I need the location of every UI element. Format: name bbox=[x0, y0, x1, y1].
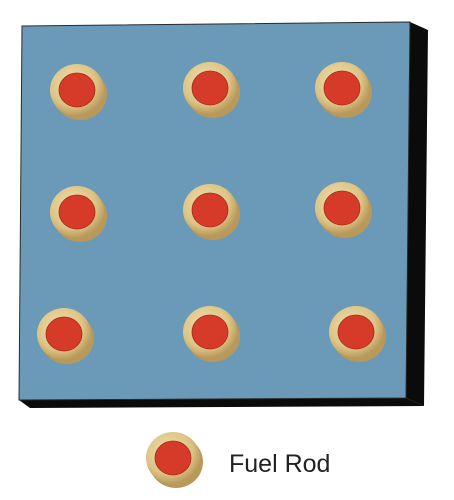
legend-fuel-rod-icon bbox=[146, 432, 203, 488]
fuel-pellet bbox=[191, 70, 229, 106]
fuel-rod bbox=[315, 182, 372, 238]
fuel-rod bbox=[50, 186, 107, 242]
fuel-pellet bbox=[154, 440, 192, 476]
fuel-rod bbox=[315, 62, 372, 118]
fuel-pellet bbox=[58, 194, 96, 230]
fuel-rod bbox=[183, 184, 240, 240]
fuel-pellet bbox=[191, 192, 229, 228]
legend-label: Fuel Rod bbox=[229, 450, 331, 478]
moderator-block-shadow bbox=[406, 22, 428, 406]
fuel-rod bbox=[183, 306, 240, 362]
fuel-pellet bbox=[337, 314, 375, 350]
fuel-rod bbox=[50, 64, 107, 120]
legend bbox=[146, 432, 203, 488]
fuel-pellet bbox=[323, 70, 361, 106]
fuel-rod bbox=[37, 308, 94, 364]
moderator-block-bottom-shadow bbox=[19, 398, 424, 408]
fuel-pellet bbox=[58, 72, 96, 108]
fuel-rod bbox=[329, 306, 386, 362]
legend-fuel-rod bbox=[146, 432, 203, 488]
fuel-pellet bbox=[45, 316, 83, 352]
fuel-pellet bbox=[191, 314, 229, 350]
fuel-rod bbox=[183, 62, 240, 118]
fuel-rod-grid bbox=[37, 62, 386, 364]
fuel-pellet bbox=[323, 190, 361, 226]
